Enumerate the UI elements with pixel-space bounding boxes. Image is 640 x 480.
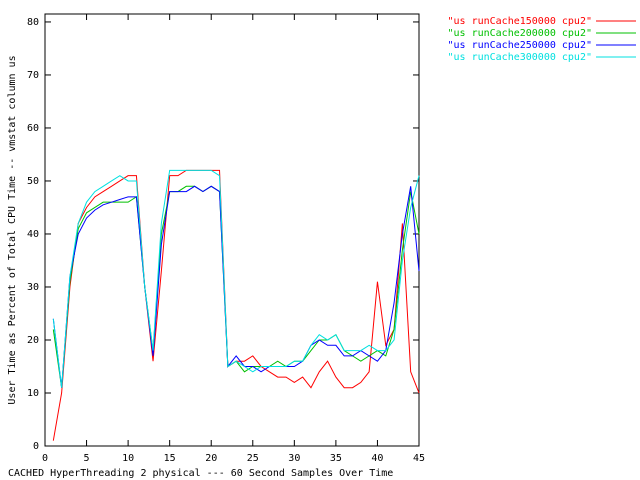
x-tick-label: 40 <box>371 453 383 464</box>
x-tick-label: 0 <box>42 453 48 464</box>
legend-label: "us runCache300000 cpu2" <box>448 52 593 63</box>
legend-label: "us runCache250000 cpu2" <box>448 40 593 51</box>
y-tick-label: 70 <box>27 70 39 81</box>
x-axis-label: CACHED HyperThreading 2 physical --- 60 … <box>8 468 393 479</box>
y-tick-label: 10 <box>27 388 39 399</box>
plot-frame <box>44 13 420 447</box>
y-tick-label: 60 <box>27 123 39 134</box>
legend-label: "us runCache150000 cpu2" <box>448 16 593 27</box>
x-tick-label: 20 <box>205 453 217 464</box>
y-tick-label: 0 <box>33 441 39 452</box>
y-tick-label: 30 <box>27 282 39 293</box>
series-line <box>52 169 420 441</box>
x-tick-label: 30 <box>288 453 300 464</box>
y-tick-label: 50 <box>27 176 39 187</box>
x-tick-label: 15 <box>164 453 176 464</box>
y-tick-label: 80 <box>27 17 39 28</box>
series-line <box>52 185 420 388</box>
series-line <box>52 185 420 388</box>
series-line <box>52 169 420 388</box>
x-tick-label: 25 <box>247 453 259 464</box>
y-tick-label: 20 <box>27 335 39 346</box>
x-tick-label: 35 <box>330 453 342 464</box>
y-axis-label: User Time as Percent of Total CPU Time -… <box>7 55 18 404</box>
x-tick-label: 10 <box>122 453 134 464</box>
x-tick-label: 45 <box>413 453 425 464</box>
y-tick-label: 40 <box>27 229 39 240</box>
legend-label: "us runCache200000 cpu2" <box>448 28 593 39</box>
x-tick-label: 5 <box>84 453 90 464</box>
